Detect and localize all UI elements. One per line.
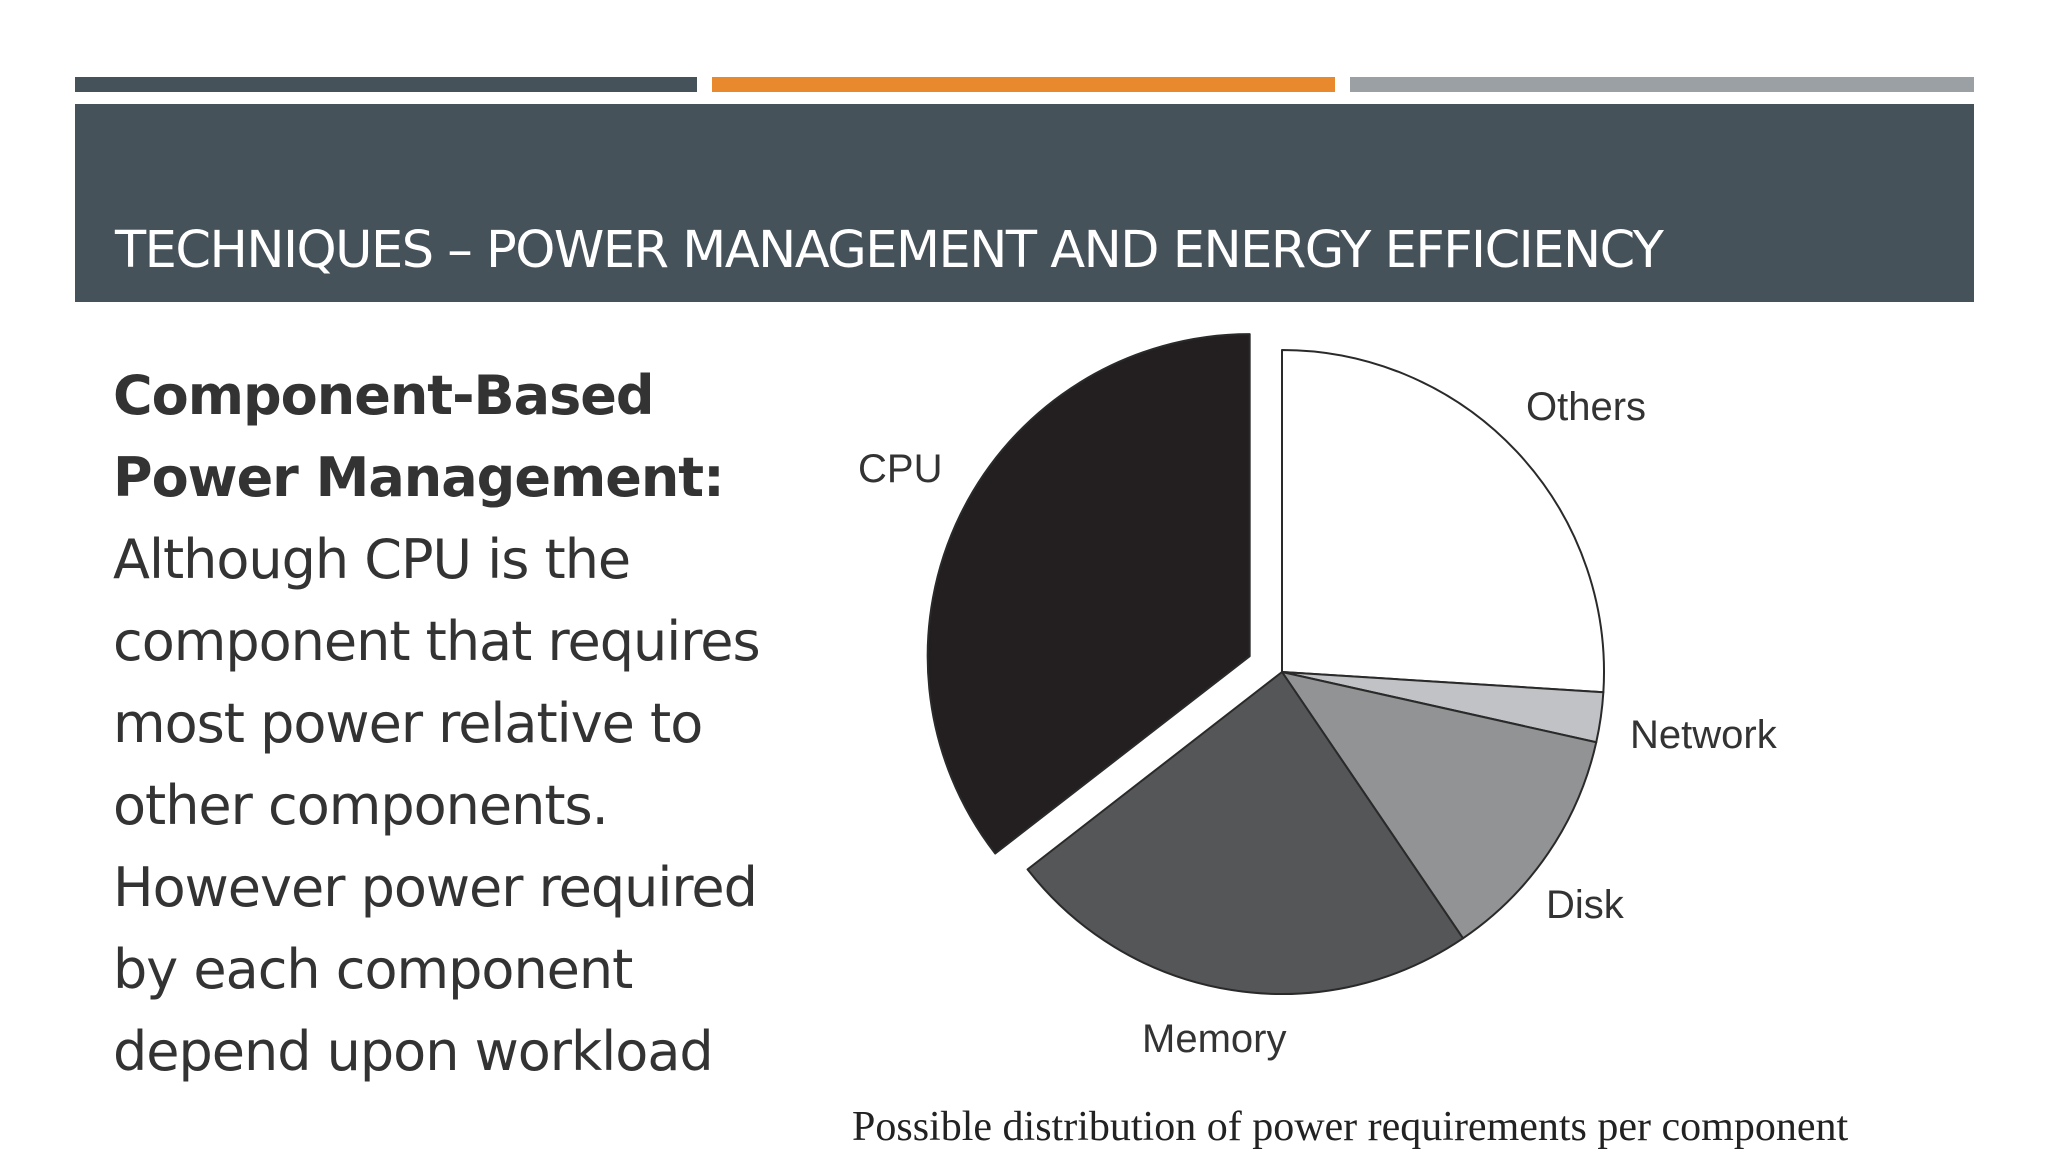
body-text-line: Although CPU is the	[113, 528, 631, 591]
pie-slice-memory	[1026, 671, 1464, 995]
body-text-line: most power relative to	[113, 692, 703, 755]
body-text-line: by each component	[113, 938, 633, 1001]
slide-title: TECHNIQUES – POWER MANAGEMENT AND ENERGY…	[115, 221, 1664, 280]
body-text-line: However power required	[113, 856, 758, 919]
pie-slice-others	[1281, 349, 1605, 694]
body-heading-line: Component-Based	[113, 364, 655, 427]
pie-label-cpu: CPU	[858, 447, 942, 491]
pie-slice-disk	[1281, 671, 1598, 940]
chart-caption: Possible distribution of power requireme…	[852, 1104, 1849, 1150]
body-text: Component-Based Power Management: Althou…	[113, 355, 853, 1093]
pie-label-memory: Memory	[1142, 1017, 1286, 1061]
pie-label-others: Others	[1526, 385, 1646, 429]
title-band: TECHNIQUES – POWER MANAGEMENT AND ENERGY…	[75, 104, 1974, 302]
accent-bar-orange	[712, 77, 1335, 92]
pie-label-network: Network	[1630, 713, 1778, 757]
pie-label-disk: Disk	[1546, 883, 1625, 927]
body-heading-line: Power Management:	[113, 446, 725, 509]
body-text-line: depend upon workload	[113, 1020, 714, 1083]
accent-bar-dark	[75, 77, 697, 92]
accent-bar-gray	[1350, 77, 1974, 92]
body-text-line: other components.	[113, 774, 609, 837]
body-text-line: component that requires	[113, 610, 761, 673]
pie-slice-cpu	[926, 333, 1251, 855]
